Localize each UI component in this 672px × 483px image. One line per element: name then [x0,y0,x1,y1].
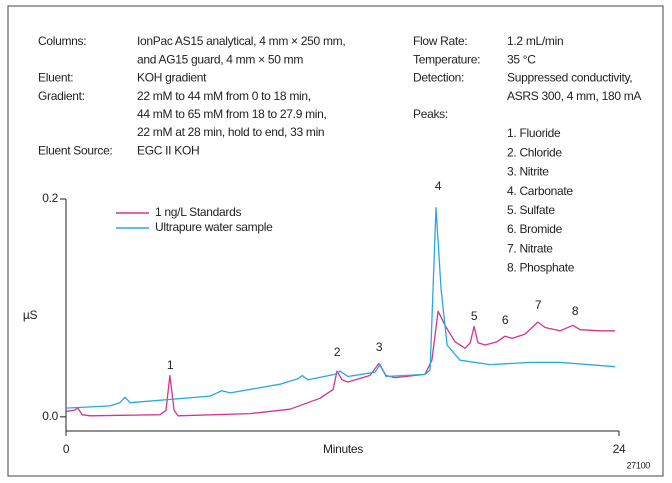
condition-label: Temperature: [413,52,480,66]
x-tick-label: 24 [613,442,626,456]
peak-label: 4 [435,179,442,193]
figure-id: 27100 [626,460,650,470]
series-line [65,207,616,409]
peak-name: 1. Fluoride [507,126,561,140]
peak-name: 4. Carbonate [507,184,573,198]
condition-value: 35 °C [507,52,536,66]
series-line [65,310,616,417]
peak-label: 3 [376,340,383,354]
condition-label: Peaks: [413,107,448,121]
peak-name: 6. Bromide [507,222,563,236]
condition-value: KOH gradient [137,71,207,85]
peak-label: 8 [572,304,579,318]
condition-value: ASRS 300, 4 mm, 180 mA [507,89,641,103]
frame [7,5,664,477]
peak-name: 8. Phosphate [507,261,575,275]
condition-value: 22 mM at 28 min, hold to end, 33 min [137,125,324,139]
condition-label: Columns: [38,34,86,48]
condition-value: Suppressed conductivity, [507,71,632,85]
peak-name: 2. Chloride [507,145,562,159]
condition-label: Flow Rate: [413,34,467,48]
condition-value: 44 mM to 65 mM from 18 to 27.9 min, [137,107,327,121]
peak-name: 5. Sulfate [507,203,555,217]
peak-label: 5 [471,309,478,323]
legend-label: Ultrapure water sample [155,220,273,234]
x-axis-label: Minutes [323,442,363,456]
y-tick-label: 0.2 [42,191,58,205]
peak-label: 1 [167,358,174,372]
condition-value: IonPac AS15 analytical, 4 mm × 250 mm, [137,34,345,48]
peak-name: 3. Nitrite [507,165,549,179]
condition-label: Gradient: [38,89,85,103]
y-axis-label: µS [23,308,38,322]
condition-value: and AG15 guard, 4 mm × 50 mm [137,52,303,66]
legend-label: 1 ng/L Standards [155,205,241,219]
condition-value: EGC II KOH [137,143,199,157]
x-tick-label: 0 [63,442,70,456]
condition-label: Detection: [413,71,464,85]
peak-label: 2 [334,345,341,359]
peak-label: 6 [502,313,509,327]
y-tick-label: 0.0 [42,409,58,423]
condition-value: 1.2 mL/min [507,34,563,48]
peak-label: 7 [535,298,542,312]
condition-label: Eluent Source: [38,143,113,157]
condition-value: 22 mM to 44 mM from 0 to 18 min, [137,89,311,103]
condition-label: Eluent: [38,71,73,85]
peak-name: 7. Nitrate [507,241,553,255]
